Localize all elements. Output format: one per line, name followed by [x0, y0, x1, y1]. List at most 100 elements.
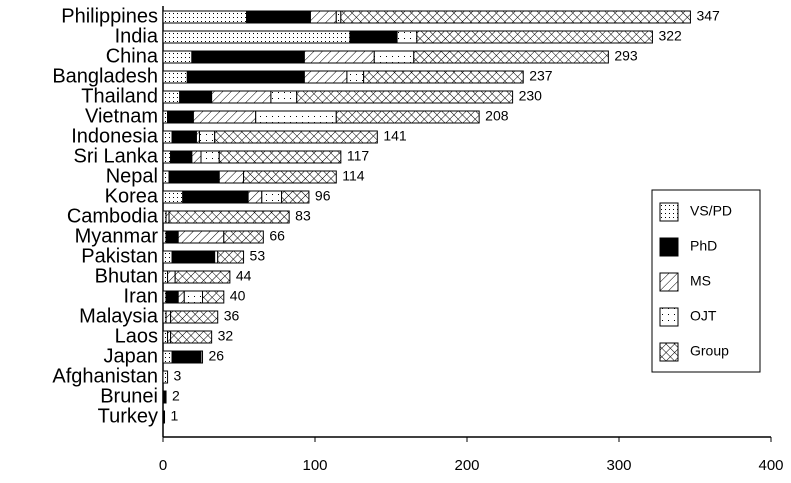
category-label: Vietnam [85, 105, 158, 127]
total-label: 36 [224, 308, 240, 324]
bar-segment [162, 170, 170, 184]
bar-segment [177, 230, 225, 244]
category-label: Turkey [98, 405, 158, 427]
bar-segment [162, 410, 166, 424]
total-label: 2 [172, 388, 180, 404]
bar-segment [186, 70, 305, 84]
bar-segment [171, 350, 202, 364]
bar-segment [296, 90, 514, 104]
bar-segment [177, 290, 185, 304]
x-tick-label: 300 [606, 457, 631, 474]
bar-segment [162, 270, 169, 284]
category-label: Afghanistan [52, 365, 158, 387]
total-label: 66 [269, 228, 285, 244]
bar-segment [202, 290, 225, 304]
total-label: 3 [174, 368, 182, 384]
bar-segment [162, 150, 172, 164]
bar-segment [162, 70, 188, 84]
category-label: Iran [124, 285, 158, 307]
bar-segment [162, 130, 173, 144]
bar-segment [247, 190, 263, 204]
bar-segment [162, 50, 193, 64]
bar-segment [218, 170, 245, 184]
category-label: Brunei [100, 385, 158, 407]
category-label: Thailand [81, 85, 158, 107]
total-label: 96 [315, 188, 331, 204]
category-label: Bangladesh [52, 65, 158, 87]
bar-segment [217, 250, 245, 264]
legend-swatch [659, 272, 679, 292]
x-tick-label: 200 [454, 457, 479, 474]
bar-segment [165, 230, 179, 244]
legend-swatch [659, 342, 679, 362]
bar-segment [171, 130, 197, 144]
legend-label: MS [690, 273, 711, 289]
bar-segment [349, 30, 398, 44]
category-label: China [106, 45, 159, 67]
bar-segment [162, 10, 248, 24]
total-label: 32 [218, 328, 234, 344]
category-label: Sri Lanka [74, 145, 159, 167]
legend-swatch [659, 307, 679, 327]
bar-segment [162, 330, 169, 344]
total-label: 44 [236, 268, 252, 284]
total-label: 293 [614, 48, 638, 64]
total-label: 347 [696, 8, 720, 24]
bar-segment [165, 290, 179, 304]
category-label: Malaysia [79, 305, 159, 327]
total-label: 40 [230, 288, 246, 304]
bar-segment [192, 110, 257, 124]
bar-segment [167, 110, 194, 124]
total-label: 230 [519, 88, 543, 104]
bar-segment [211, 90, 272, 104]
bar-segment [255, 110, 337, 124]
total-label: 141 [383, 128, 407, 144]
legend-label: Group [690, 343, 729, 359]
bar-segment [183, 290, 204, 304]
category-label: Indonesia [71, 125, 159, 147]
bar-segment [396, 30, 418, 44]
bar-segment [162, 350, 173, 364]
bar-segment [309, 10, 337, 24]
legend-label: PhD [690, 238, 717, 254]
legend-swatch [659, 202, 679, 222]
category-label: Nepal [106, 165, 158, 187]
category-label: Japan [104, 345, 159, 367]
total-label: 1 [171, 408, 179, 424]
bar-segment [162, 110, 169, 124]
bar-segment [162, 370, 169, 384]
bar-segment [170, 330, 213, 344]
category-label: Korea [105, 185, 159, 207]
category-label: India [115, 25, 159, 47]
bar-segment [170, 310, 219, 324]
total-label: 53 [250, 248, 266, 264]
total-label: 26 [209, 348, 225, 364]
bar-segment [162, 190, 184, 204]
bar-segment [200, 350, 204, 364]
total-label: 237 [529, 68, 553, 84]
bar-segment [340, 10, 691, 24]
bar-segment [303, 70, 348, 84]
bar-segment [191, 150, 202, 164]
x-tick-label: 400 [758, 457, 783, 474]
bar-segment [171, 250, 216, 264]
category-label: Philippines [61, 5, 158, 27]
bar-segment [168, 210, 290, 224]
bar-segment [191, 50, 305, 64]
bar-segment [335, 110, 480, 124]
total-label: 83 [295, 208, 311, 224]
total-label: 117 [347, 148, 370, 164]
category-label: Laos [115, 325, 158, 347]
bar-segment [174, 270, 231, 284]
bar-segment [162, 390, 167, 404]
bar-segment [413, 50, 609, 64]
bar-segment [162, 250, 173, 264]
bar-segment [162, 30, 351, 44]
bar-segment [218, 150, 342, 164]
category-label: Myanmar [75, 225, 159, 247]
total-label: 208 [485, 108, 509, 124]
bar-segment [182, 190, 249, 204]
legend-label: VS/PD [690, 203, 732, 219]
total-label: 114 [342, 168, 365, 184]
